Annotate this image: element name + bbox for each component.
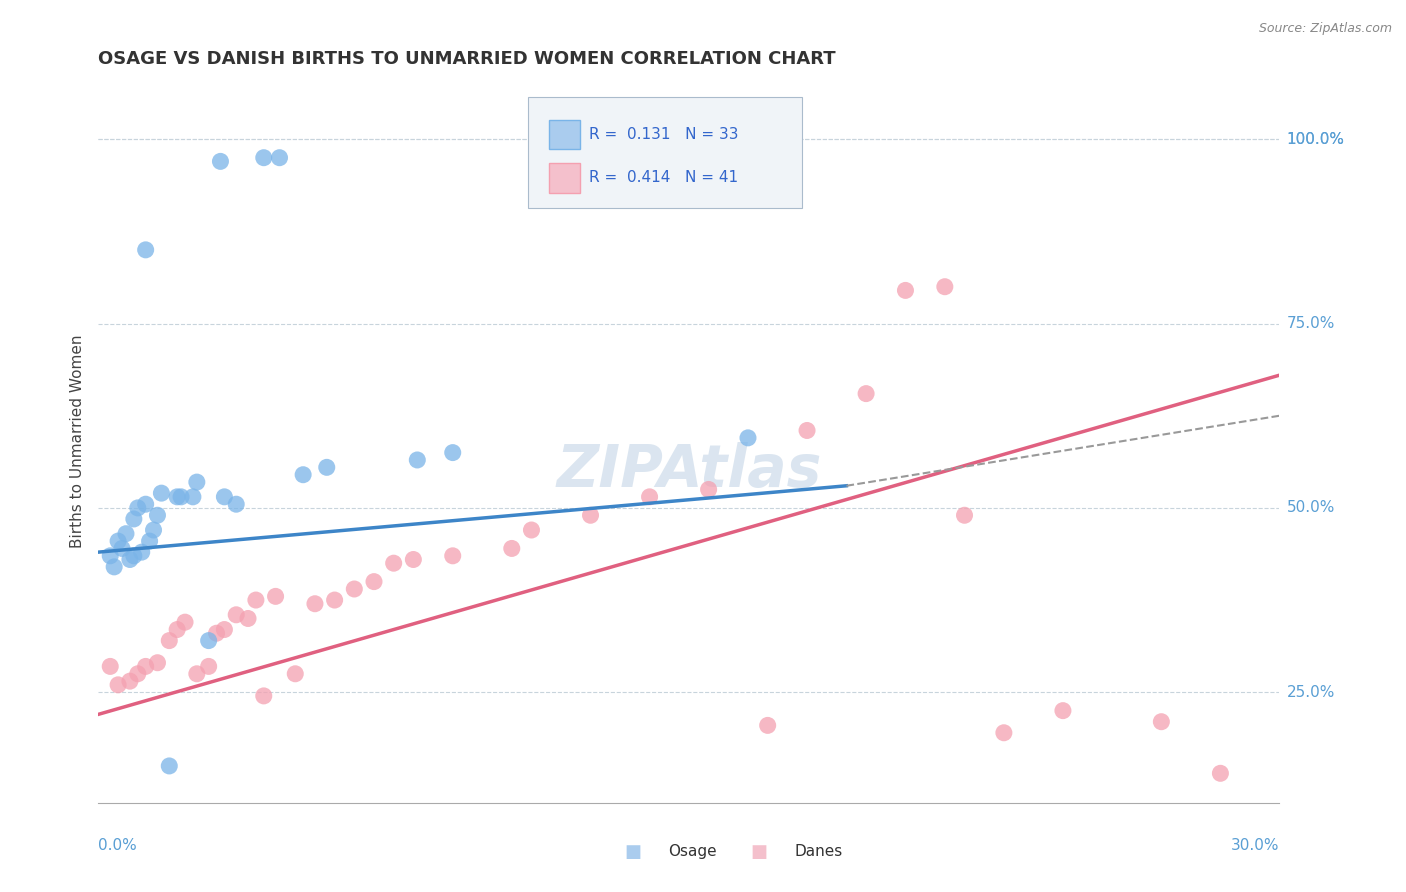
Point	[363, 574, 385, 589]
Point	[186, 666, 208, 681]
Point	[98, 549, 121, 563]
Point	[225, 497, 247, 511]
Point	[323, 593, 346, 607]
Point	[150, 486, 173, 500]
Text: ZIPAtlas: ZIPAtlas	[557, 442, 821, 499]
Point	[264, 590, 287, 604]
Point	[127, 666, 149, 681]
Point	[157, 633, 180, 648]
Point	[214, 490, 236, 504]
Point	[855, 386, 877, 401]
Point	[166, 623, 188, 637]
Point	[209, 154, 232, 169]
Text: OSAGE VS DANISH BIRTHS TO UNMARRIED WOMEN CORRELATION CHART: OSAGE VS DANISH BIRTHS TO UNMARRIED WOME…	[98, 50, 837, 68]
Text: 0.0%: 0.0%	[98, 838, 138, 854]
Point	[253, 689, 276, 703]
Point	[225, 607, 247, 622]
Point	[205, 626, 228, 640]
Point	[98, 659, 121, 673]
Point	[197, 633, 219, 648]
Point	[1052, 704, 1074, 718]
Text: 75.0%: 75.0%	[1286, 316, 1334, 331]
Point	[115, 526, 138, 541]
Point	[122, 549, 145, 563]
Point	[107, 534, 129, 549]
Point	[118, 552, 141, 566]
Point	[138, 534, 160, 549]
Point	[638, 490, 661, 504]
Point	[292, 467, 315, 482]
Text: 30.0%: 30.0%	[1232, 838, 1279, 854]
Point	[236, 611, 259, 625]
Text: 50.0%: 50.0%	[1286, 500, 1334, 516]
Text: 25.0%: 25.0%	[1286, 685, 1334, 699]
Point	[146, 656, 169, 670]
Point	[756, 718, 779, 732]
Point	[894, 284, 917, 298]
Point	[135, 243, 157, 257]
Point	[579, 508, 602, 523]
Point	[737, 431, 759, 445]
Text: ■: ■	[751, 843, 768, 861]
Text: R =  0.414   N = 41: R = 0.414 N = 41	[589, 170, 738, 186]
Point	[697, 483, 720, 497]
Text: Osage: Osage	[668, 845, 717, 859]
Text: Source: ZipAtlas.com: Source: ZipAtlas.com	[1258, 22, 1392, 36]
Text: 100.0%: 100.0%	[1286, 132, 1344, 147]
Point	[181, 490, 204, 504]
Point	[186, 475, 208, 489]
Point	[118, 674, 141, 689]
Point	[131, 545, 153, 559]
Point	[520, 523, 543, 537]
Point	[406, 453, 429, 467]
Point	[304, 597, 326, 611]
Point	[776, 110, 799, 124]
Point	[796, 424, 818, 438]
Point	[170, 490, 193, 504]
Point	[146, 508, 169, 523]
Point	[402, 552, 425, 566]
Point	[122, 512, 145, 526]
Text: Danes: Danes	[794, 845, 842, 859]
Point	[253, 151, 276, 165]
Point	[107, 678, 129, 692]
Point	[174, 615, 197, 630]
Point	[245, 593, 267, 607]
Point	[441, 445, 464, 459]
Point	[135, 659, 157, 673]
Point	[1209, 766, 1232, 780]
Text: R =  0.131   N = 33: R = 0.131 N = 33	[589, 127, 738, 142]
Point	[127, 500, 149, 515]
Point	[166, 490, 188, 504]
Point	[111, 541, 134, 556]
Point	[135, 497, 157, 511]
Y-axis label: Births to Unmarried Women: Births to Unmarried Women	[69, 334, 84, 549]
Point	[315, 460, 337, 475]
Point	[284, 666, 307, 681]
Text: 100.0%: 100.0%	[1286, 132, 1344, 147]
Point	[382, 556, 405, 570]
Point	[501, 541, 523, 556]
Point	[103, 560, 125, 574]
Text: ■: ■	[624, 843, 641, 861]
Point	[142, 523, 165, 537]
Point	[441, 549, 464, 563]
Point	[1150, 714, 1173, 729]
Point	[214, 623, 236, 637]
Point	[934, 279, 956, 293]
Point	[993, 725, 1015, 739]
Point	[157, 759, 180, 773]
Point	[343, 582, 366, 596]
Point	[953, 508, 976, 523]
Point	[269, 151, 291, 165]
Point	[197, 659, 219, 673]
